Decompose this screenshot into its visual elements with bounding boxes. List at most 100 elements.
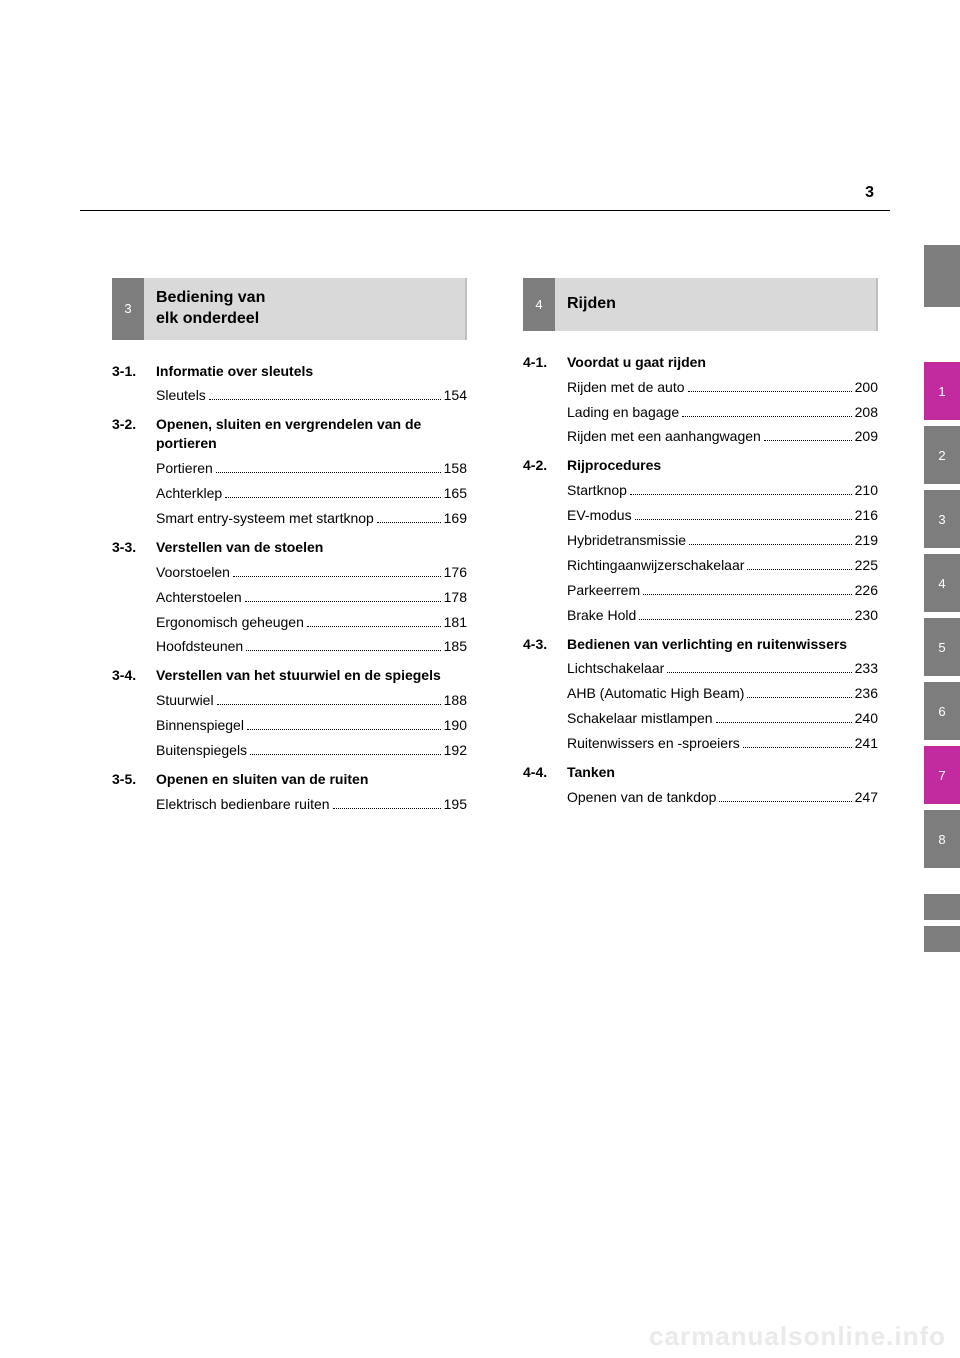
section-title: Rijden [567,295,616,312]
side-tab-1[interactable]: 1 [924,362,960,420]
toc-entry[interactable]: Lichtschakelaar233 [567,659,878,678]
side-tab-6[interactable]: 6 [924,682,960,740]
toc-heading: 3-1. Informatie over sleutels [112,362,467,381]
toc-entry[interactable]: Parkeerrem226 [567,581,878,600]
toc-entry[interactable]: Rijden met de auto200 [567,378,878,397]
toc-entry-page: 154 [444,386,467,405]
toc-heading: 3-4. Verstellen van het stuurwiel en de … [112,666,467,685]
toc-entry[interactable]: Smart entry-systeem met startknop169 [156,509,467,528]
toc-group: 4-2. Rijprocedures Startknop 210 EV-modus… [523,456,878,624]
toc-entry[interactable]: Richtingaanwijzerschakelaar225 [567,556,878,575]
toc-entry[interactable]: Achterstoelen 178 [156,588,467,607]
toc-entry[interactable]: Hybridetransmissie219 [567,531,878,550]
toc-entry-page: 165 [444,484,467,503]
toc-entry[interactable]: Hoofdsteunen185 [156,637,467,656]
toc-dots [250,754,441,755]
side-tab-2[interactable]: 2 [924,426,960,484]
top-right-gray-block [924,245,960,307]
toc-heading-num: 4-3. [523,635,567,654]
toc-entry-label: Ergonomisch geheugen [156,613,304,632]
toc-entry-label: Smart entry-systeem met startknop [156,509,374,528]
toc-group: 3-4. Verstellen van het stuurwiel en de … [112,666,467,760]
toc-group: 3-2. Openen, sluiten en vergrendelen van… [112,415,467,527]
toc-entry[interactable]: Binnenspiegel190 [156,716,467,735]
toc-dots [688,391,852,392]
side-tab-3[interactable]: 3 [924,490,960,548]
toc-heading-num: 4-4. [523,763,567,782]
toc-dots [643,594,852,595]
side-tab-5[interactable]: 5 [924,618,960,676]
toc-dots [216,472,441,473]
toc-entry[interactable]: Sleutels 154 [156,386,467,405]
toc-entry-label: Binnenspiegel [156,716,244,735]
toc-dots [719,801,851,802]
toc-dots [747,569,851,570]
section-title-line2: elk onderdeel [156,310,259,327]
toc-entry[interactable]: Rijden met een aanhangwagen209 [567,427,878,446]
toc-heading: 4-3. Bedienen van verlichting en ruitenw… [523,635,878,654]
toc-dots [247,729,441,730]
toc-entry[interactable]: Achterklep 165 [156,484,467,503]
toc-entry-label: Openen van de tankdop [567,788,716,807]
toc-entry-page: 178 [444,588,467,607]
toc-dots [233,576,441,577]
toc-entry-label: Rijden met de auto [567,378,685,397]
toc-heading: 4-4. Tanken [523,763,878,782]
toc-entry[interactable]: Openen van de tankdop247 [567,788,878,807]
toc-heading-title: Informatie over sleutels [156,362,467,381]
toc-entry[interactable]: Startknop 210 [567,481,878,500]
toc-entry-label: Achterklep [156,484,222,503]
toc-dots [307,626,441,627]
toc-entry-label: Stuurwiel [156,691,214,710]
toc-dots [209,399,441,400]
toc-entry-page: 176 [444,563,467,582]
side-tab-8[interactable]: 8 [924,810,960,868]
toc-entry[interactable]: Schakelaar mistlampen240 [567,709,878,728]
toc-heading-title: Voordat u gaat rijden [567,353,878,372]
toc-heading-num: 3-2. [112,415,156,453]
toc-entry[interactable]: Ruitenwissers en -sproeiers241 [567,734,878,753]
toc-heading-num: 4-1. [523,353,567,372]
toc-heading-num: 4-2. [523,456,567,475]
toc-entry-label: Portieren [156,459,213,478]
toc-entry-label: Startknop [567,481,627,500]
toc-entry[interactable]: Buitenspiegels192 [156,741,467,760]
toc-entry-page: 210 [855,481,878,500]
side-tabs: 1 2 3 4 5 6 7 8 [924,362,960,874]
toc-entry[interactable]: EV-modus216 [567,506,878,525]
toc-entry[interactable]: Lading en bagage208 [567,403,878,422]
toc-group: 4-3. Bedienen van verlichting en ruitenw… [523,635,878,753]
toc-entry-label: EV-modus [567,506,632,525]
toc-entry-page: 233 [855,659,878,678]
toc-entry-label: Buitenspiegels [156,741,247,760]
toc-group: 3-5. Openen en sluiten van de ruiten Ele… [112,770,467,814]
side-tab-7[interactable]: 7 [924,746,960,804]
toc-entry-label: Achterstoelen [156,588,242,607]
toc-group: 3-3. Verstellen van de stoelen Voorstoel… [112,538,467,656]
toc-entry-page: 241 [855,734,878,753]
section-header-3: 3 Bediening van elk onderdeel [112,278,467,340]
toc-dots [225,497,440,498]
toc-entry[interactable]: Stuurwiel 188 [156,691,467,710]
toc-entry[interactable]: Portieren158 [156,459,467,478]
toc-heading: 3-3. Verstellen van de stoelen [112,538,467,557]
toc-entry[interactable]: Ergonomisch geheugen181 [156,613,467,632]
toc-entry-page: 185 [444,637,467,656]
right-column: 4 Rijden 4-1. Voordat u gaat rijden Rijd… [523,278,878,824]
toc-dots [377,522,441,523]
toc-entry[interactable]: Brake Hold230 [567,606,878,625]
toc-entry[interactable]: AHB (Automatic High Beam)236 [567,684,878,703]
page: 3 3 Bediening van elk onderdeel 3-1. Inf… [0,0,960,1358]
toc-entry[interactable]: Voorstoelen176 [156,563,467,582]
toc-entry-page: 195 [444,795,467,814]
side-tab-4[interactable]: 4 [924,554,960,612]
toc-entry[interactable]: Elektrisch bedienbare ruiten195 [156,795,467,814]
toc-dots [246,650,440,651]
toc-heading: 3-5. Openen en sluiten van de ruiten [112,770,467,789]
toc-entry-page: 236 [855,684,878,703]
page-number: 3 [865,184,874,202]
left-column: 3 Bediening van elk onderdeel 3-1. Infor… [112,278,467,824]
toc-dots [635,519,852,520]
toc-heading: 4-2. Rijprocedures [523,456,878,475]
toc-entry-page: 188 [444,691,467,710]
